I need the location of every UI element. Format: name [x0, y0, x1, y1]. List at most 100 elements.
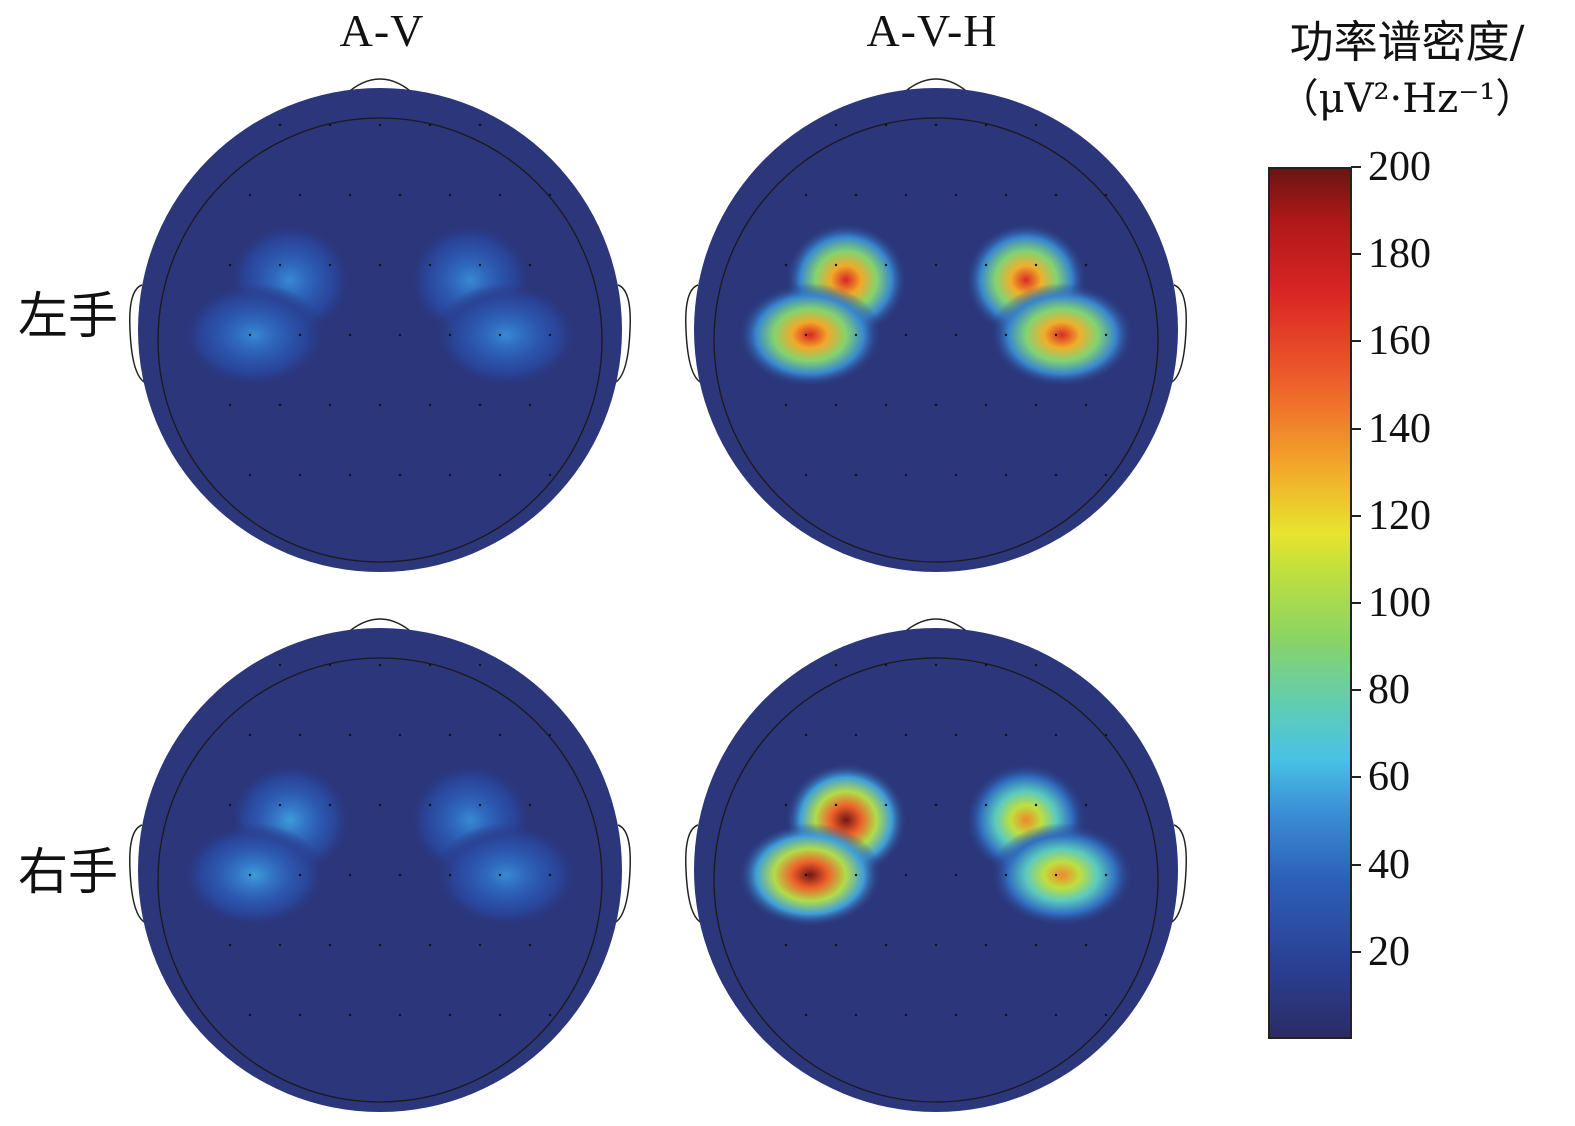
electrode-F3	[1084, 123, 1088, 127]
electrode-P8	[804, 473, 808, 477]
electrode-CP3	[548, 873, 552, 877]
electrode-P7	[378, 943, 382, 947]
electrode-FC5	[398, 733, 402, 737]
electrode-CP5	[498, 873, 502, 877]
electrode-AF3	[378, 663, 382, 667]
electrode-F8	[904, 733, 908, 737]
electrode-FC3	[448, 733, 452, 737]
electrode-Oz	[1054, 473, 1058, 477]
right-ear-outline	[1169, 824, 1187, 924]
electrode-O2	[548, 473, 552, 477]
electrode-CPz	[784, 403, 788, 407]
head-outline	[157, 657, 603, 1103]
electrode-F8	[348, 733, 352, 737]
electrode-FC2	[228, 803, 232, 807]
colorbar-tick-mark	[1351, 166, 1361, 168]
row-label-right-hand: 右手	[18, 843, 118, 901]
colorbar-tick-label: 20	[1368, 928, 1410, 975]
electrode-C3	[1034, 803, 1038, 807]
electrode-P3	[428, 943, 432, 947]
electrode-CP6	[328, 403, 332, 407]
electrode-P8	[248, 473, 252, 477]
colorbar-tick-label: 100	[1368, 580, 1431, 626]
electrode-FC6	[884, 803, 888, 807]
electrode-CP5	[1054, 333, 1058, 337]
electrode-CP6	[328, 943, 332, 947]
electrode-C5	[984, 263, 988, 267]
electrode-C1	[528, 803, 532, 807]
colorbar-tick-label: 160	[1368, 318, 1431, 365]
electrode-C3	[478, 803, 482, 807]
electrode-markers	[228, 663, 552, 1017]
electrode-FC3	[1004, 193, 1008, 197]
electrode-FC3	[1004, 733, 1008, 737]
colorbar-tick-mark	[1351, 253, 1361, 256]
electrode-Cz	[804, 333, 808, 337]
colorbar-tick-mark	[1351, 689, 1361, 692]
electrode-C4	[904, 333, 908, 337]
electrode-PO3	[854, 473, 858, 477]
electrode-C6	[954, 873, 958, 877]
topomap-right-hand-av	[129, 618, 631, 1112]
electrode-O1	[1004, 473, 1008, 477]
right-ear-outline	[613, 284, 631, 384]
topomap-right-hand-avh	[685, 618, 1187, 1112]
colorbar-tick-mark	[1351, 863, 1361, 866]
electrode-Cz	[804, 873, 808, 877]
electrode-P4	[528, 403, 532, 407]
electrode-T8	[1004, 873, 1008, 877]
left-ear-outline	[129, 284, 147, 384]
electrode-FC2	[784, 803, 788, 807]
colorbar-tick-label: 40	[1368, 841, 1410, 888]
electrode-CP5	[498, 333, 502, 337]
electrode-O2	[1104, 473, 1108, 477]
electrode-C1	[1084, 263, 1088, 267]
electrode-Pz	[1034, 943, 1038, 947]
colorbar-tick-mark	[1351, 950, 1361, 953]
activation-blob-right	[964, 222, 1134, 387]
electrode-C5	[428, 263, 432, 267]
electrode-CP4	[278, 943, 282, 947]
electrode-P8	[804, 1013, 808, 1017]
electrode-PO4	[398, 473, 402, 477]
activation-blob-left	[182, 762, 352, 927]
electrode-F7	[1034, 123, 1038, 127]
colorbar-tick-mark	[1351, 340, 1361, 343]
electrode-FC4	[278, 803, 282, 807]
electrode-F7	[478, 663, 482, 667]
column-title-av: A-V	[339, 5, 425, 56]
electrode-FC2	[784, 263, 788, 267]
electrode-T7	[378, 803, 382, 807]
left-ear-outline	[685, 284, 703, 384]
electrode-F3	[1084, 663, 1088, 667]
nose-outline	[344, 78, 416, 96]
electrode-C6	[398, 873, 402, 877]
activation-blob-left	[738, 222, 908, 387]
electrode-T7	[378, 263, 382, 267]
topomap-left-hand-avh	[685, 78, 1187, 572]
electrode-T7	[934, 263, 938, 267]
electrode-F4	[298, 733, 302, 737]
electrode-F4	[298, 193, 302, 197]
electrode-P7	[934, 403, 938, 407]
electrode-CP4	[834, 403, 838, 407]
electrode-FC5	[398, 193, 402, 197]
electrode-T7	[934, 803, 938, 807]
electrode-F8	[904, 193, 908, 197]
electrode-Pz	[478, 943, 482, 947]
electrode-O2	[548, 1013, 552, 1017]
electrode-C2	[854, 333, 858, 337]
electrode-P3	[984, 403, 988, 407]
electrode-C6	[954, 333, 958, 337]
electrode-C3	[1034, 263, 1038, 267]
electrode-CP3	[1104, 333, 1108, 337]
electrode-T8	[448, 333, 452, 337]
electrode-FC1	[498, 733, 502, 737]
electrode-T8	[448, 873, 452, 877]
electrode-PO3	[298, 1013, 302, 1017]
electrode-Pz	[1034, 403, 1038, 407]
electrode-C2	[298, 873, 302, 877]
electrode-FC4	[834, 803, 838, 807]
activation-blob-right	[408, 762, 578, 927]
electrode-FC5	[954, 733, 958, 737]
